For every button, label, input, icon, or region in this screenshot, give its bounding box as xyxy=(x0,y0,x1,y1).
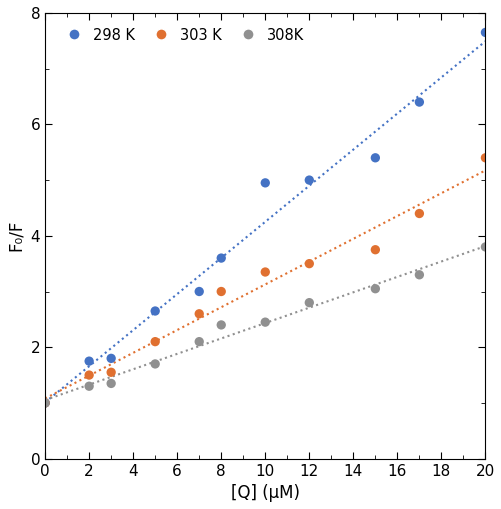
308K xyxy=(371,285,379,293)
303 K xyxy=(414,209,422,217)
298 K xyxy=(414,98,422,106)
308K xyxy=(195,337,203,346)
298 K xyxy=(195,288,203,296)
298 K xyxy=(305,176,313,184)
298 K xyxy=(151,307,159,315)
303 K xyxy=(371,246,379,254)
298 K xyxy=(107,354,115,362)
298 K xyxy=(41,399,49,407)
303 K xyxy=(85,371,93,379)
298 K xyxy=(480,29,488,37)
298 K xyxy=(371,154,379,162)
Y-axis label: F₀/F: F₀/F xyxy=(7,220,25,251)
308K xyxy=(85,382,93,390)
308K xyxy=(261,318,269,326)
303 K xyxy=(41,399,49,407)
Legend: 298 K, 303 K, 308K: 298 K, 303 K, 308K xyxy=(52,20,311,50)
308K xyxy=(414,271,422,279)
298 K xyxy=(217,254,225,262)
308K xyxy=(480,243,488,251)
298 K xyxy=(85,357,93,365)
303 K xyxy=(107,368,115,376)
303 K xyxy=(261,268,269,276)
308K xyxy=(151,360,159,368)
303 K xyxy=(151,337,159,346)
308K xyxy=(217,321,225,329)
303 K xyxy=(480,154,488,162)
308K xyxy=(41,399,49,407)
308K xyxy=(305,299,313,307)
X-axis label: [Q] (μM): [Q] (μM) xyxy=(230,484,299,502)
303 K xyxy=(195,309,203,318)
308K xyxy=(107,379,115,387)
303 K xyxy=(217,288,225,296)
298 K xyxy=(261,179,269,187)
303 K xyxy=(305,260,313,268)
